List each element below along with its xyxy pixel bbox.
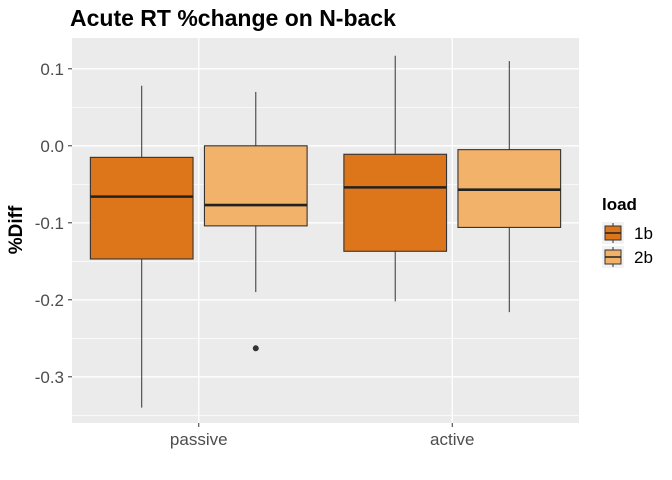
y-axis-title: %Diff: [6, 205, 27, 254]
box-body: [203, 145, 308, 227]
box-2b-active: [457, 61, 562, 313]
outlier-point: [252, 345, 259, 352]
chart-title: Acute RT %change on N-back: [70, 5, 396, 31]
x-axis: passive active: [170, 423, 474, 449]
y-tick-label: -0.1: [35, 214, 64, 233]
box-body: [89, 156, 194, 260]
box-body: [343, 153, 448, 252]
box-1b-active: [343, 55, 448, 302]
y-tick-label: -0.3: [35, 368, 64, 387]
legend-title: load: [602, 195, 637, 214]
legend-label: 2b: [634, 248, 653, 267]
box-1b-passive: [89, 85, 194, 408]
x-tick-label: active: [430, 430, 474, 449]
legend-item-2b: 2b: [602, 246, 653, 268]
y-tick-label: -0.2: [35, 291, 64, 310]
y-tick-label: 0.1: [40, 60, 64, 79]
box-2b-passive: [203, 91, 308, 352]
legend-label: 1b: [634, 224, 653, 243]
boxplot-marks: [89, 55, 562, 408]
y-tick-label: 0.0: [40, 137, 64, 156]
legend: load 1b 2b: [602, 195, 653, 268]
legend-item-1b: 1b: [602, 222, 653, 244]
x-tick-label: passive: [170, 430, 228, 449]
y-axis: 0.1 0.0 -0.1 -0.2 -0.3: [35, 60, 72, 387]
